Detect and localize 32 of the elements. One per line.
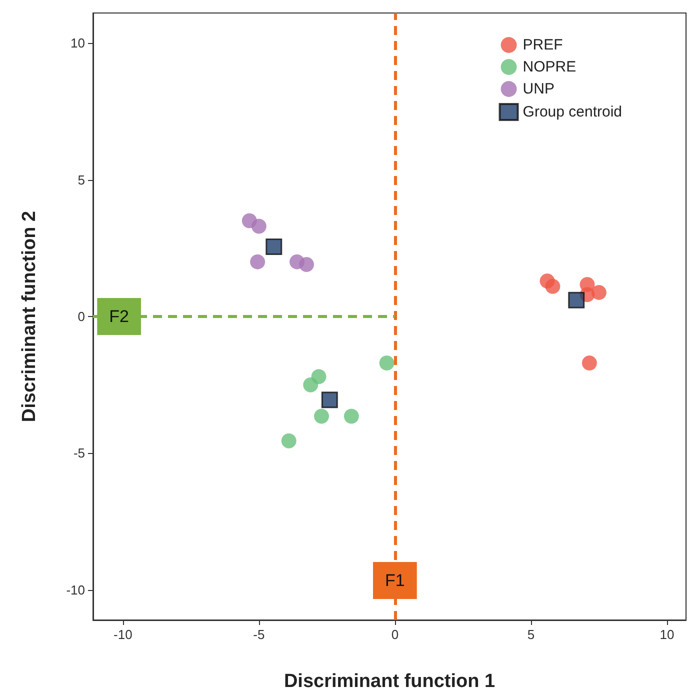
y-tick-label: -5 bbox=[73, 446, 85, 461]
y-tick-label: 5 bbox=[78, 172, 85, 188]
point bbox=[250, 254, 266, 270]
y-axis-title: Discriminant function 2 bbox=[19, 210, 40, 422]
y-tick-label: -10 bbox=[66, 582, 85, 598]
x-tick-label: 0 bbox=[391, 627, 399, 642]
y-tick-label: 10 bbox=[70, 36, 85, 51]
x-tick-label: 10 bbox=[660, 627, 674, 642]
point bbox=[568, 292, 585, 308]
point bbox=[344, 408, 359, 424]
x-tick-label: -5 bbox=[253, 627, 265, 642]
point bbox=[545, 278, 560, 294]
x-axis-title: Discriminant function 1 bbox=[284, 671, 496, 692]
point bbox=[582, 355, 597, 370]
point bbox=[379, 355, 394, 370]
point bbox=[299, 257, 314, 272]
y-tick-label: 0 bbox=[78, 309, 85, 324]
x-tick-label: 5 bbox=[527, 627, 535, 642]
legend-label: Group centroid bbox=[522, 104, 622, 120]
point bbox=[314, 408, 329, 424]
legend-label: NOPRE bbox=[522, 58, 576, 76]
ref-line-label: F1 bbox=[385, 571, 405, 590]
legend-label: PREF bbox=[522, 36, 563, 54]
point bbox=[251, 218, 266, 234]
point bbox=[591, 284, 606, 300]
point bbox=[281, 433, 296, 448]
point bbox=[321, 392, 338, 408]
point bbox=[266, 238, 282, 256]
legend-label: UNP bbox=[522, 80, 554, 98]
point bbox=[303, 377, 318, 392]
x-tick-label: -10 bbox=[114, 627, 132, 642]
ref-line-label: F2 bbox=[109, 307, 129, 326]
